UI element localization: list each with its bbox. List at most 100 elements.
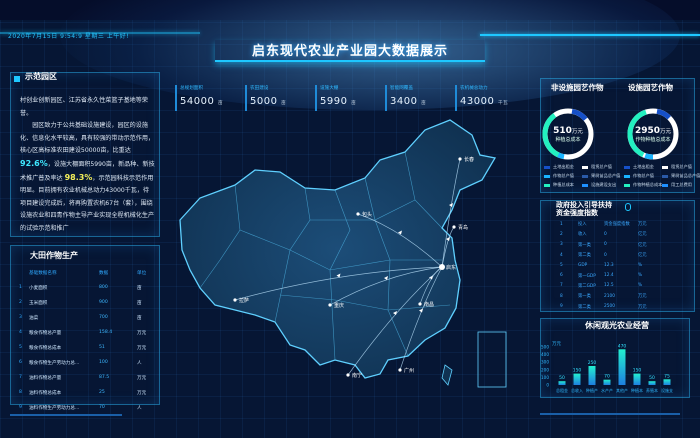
gov-row[interactable]: 9 第二类 2500 万元 — [560, 301, 670, 311]
row-value: 12.4 — [604, 273, 614, 279]
legend-item: 租赁总产值 — [582, 164, 612, 170]
row-unit: 万元 — [638, 294, 647, 300]
intro-title: 示范园区 — [25, 72, 57, 81]
city-dot[interactable] — [356, 212, 360, 216]
intro-text[interactable]: 村创业创新园区、江苏省永久性菜篮子基地等荣誉。 园区致力于公共基础设施建设，园区… — [20, 95, 155, 231]
stat-label: 农机械总动力 — [460, 86, 488, 91]
bar-value-label: 50 — [559, 375, 565, 381]
row-index: 2 — [560, 231, 563, 237]
route-line — [441, 226, 455, 268]
bar-value-label: 70 — [604, 374, 610, 380]
chart-title: 休闲观光农业经营 — [585, 321, 649, 330]
bar[interactable] — [663, 379, 671, 385]
city-dot[interactable] — [439, 264, 445, 270]
gov-row[interactable]: 6 第一GDP 12.4% — [560, 270, 670, 280]
row-unit: % — [638, 262, 643, 268]
stat-label: 农田建设 — [250, 86, 269, 91]
row-value: 12.3 — [604, 262, 614, 268]
gov-row[interactable]: 1 投入 资金强度指数 万元 — [560, 219, 670, 229]
x-tick-label: 养殖本 — [646, 387, 658, 393]
bar-value-label: 75 — [664, 373, 670, 379]
row-index: 4 — [19, 330, 22, 335]
stat-value: 54000 亩 — [180, 96, 224, 107]
city-label: 启东 — [446, 264, 456, 271]
bar[interactable] — [573, 373, 581, 385]
crop-panel — [10, 245, 160, 405]
route-line — [441, 158, 461, 268]
city-label: 长春 — [464, 156, 474, 163]
city-dot[interactable] — [233, 298, 237, 302]
row-unit: 亩 — [137, 285, 142, 291]
x-tick-label: 种植本 — [631, 387, 643, 393]
row-unit: 万元 — [638, 304, 647, 310]
row-value: 800 — [99, 285, 108, 290]
row-value: 2500 — [604, 304, 615, 310]
route-line — [329, 266, 443, 306]
row-unit: 万元 — [137, 375, 147, 381]
bar[interactable] — [558, 381, 566, 385]
bar[interactable] — [648, 381, 656, 385]
city-label: 南昌 — [424, 301, 434, 308]
row-value: 158.4 — [99, 330, 113, 335]
header-line-right — [480, 34, 700, 36]
route-line — [234, 266, 443, 301]
header-line-left — [0, 32, 200, 34]
row-index: 8 — [560, 293, 563, 299]
gov-row[interactable]: 4 第二类 0 亿元 — [560, 250, 670, 260]
taiwan-outline — [441, 364, 453, 386]
intro-paragraph-2: 园区致力于公共基础设施建设，园区的设施化、信息化水平较高，具有较强的带动示范作用… — [20, 122, 155, 231]
page-title: 启东现代农业产业园大数据展示 — [251, 44, 448, 59]
row-index: 6 — [19, 360, 22, 365]
city-dot[interactable] — [328, 303, 332, 307]
bar[interactable] — [603, 379, 611, 385]
gov-row[interactable]: 5 GDP 12.3% — [560, 260, 670, 270]
crop-row[interactable]: 7 油料作物总产量 87.5 万元 — [17, 370, 157, 385]
bar-value-label: 150 — [573, 368, 582, 374]
legend-item: 果树苗品总产值 — [582, 173, 620, 179]
stat-label: 总规划面积 — [180, 86, 203, 91]
city-dot[interactable] — [452, 225, 456, 229]
row-index: 8 — [19, 390, 22, 395]
col-header-unit: 单位 — [137, 270, 147, 276]
arrow-icon — [393, 311, 397, 315]
row-name: 玉米面积 — [29, 300, 48, 306]
row-value: 51 — [99, 345, 105, 350]
crop-row[interactable]: 4 粮食作物总产量 158.4 万元 — [17, 325, 157, 340]
row-unit: 万元 — [137, 345, 147, 351]
row-value: 12.5 — [604, 283, 614, 289]
legend-item: 土地出租金 — [544, 164, 574, 170]
gov-row[interactable]: 3 第一类 0 亿元 — [560, 240, 670, 250]
gov-row[interactable]: 7 第二GDP 12.5% — [560, 281, 670, 291]
crop-row[interactable]: 3 油菜 700 亩 — [17, 310, 157, 325]
leisure-bar-chart: 万元 0 100 200 300 400 500 50 总租金 150 总收入 250 种植产 70 水产产… — [541, 341, 673, 393]
crop-row[interactable]: 8 油料作物总成本 25 万元 — [17, 385, 157, 400]
crop-row[interactable]: 2 玉米面积 900 亩 — [17, 295, 157, 310]
highlight-ratio: 92.6% — [20, 158, 48, 168]
donut-center-facility: 2950万元 作物种植总成本 — [634, 126, 672, 143]
row-unit: % — [638, 273, 643, 279]
gov-title: 政府投入引导扶持 资金强度指数 — [556, 201, 612, 217]
city-dot[interactable] — [346, 373, 350, 377]
bar[interactable] — [633, 373, 641, 385]
bar[interactable] — [588, 366, 596, 385]
stat-2: 设施大棚 5990 亩 — [315, 85, 356, 111]
city-dot[interactable] — [398, 368, 402, 372]
city-dot[interactable] — [458, 157, 462, 161]
bar[interactable] — [618, 349, 626, 385]
datetime: 2020年7月15日 9:54:9 星期三 上午好! — [8, 33, 130, 40]
crop-row[interactable]: 6 粮食作物生产劳动力总... 100 人 — [17, 355, 157, 370]
legend-item: 作物种植总成本 — [624, 182, 662, 188]
row-value: 2100 — [604, 293, 615, 299]
intro-panel — [10, 72, 160, 237]
city-dot[interactable] — [418, 302, 422, 306]
gov-row[interactable]: 2 收入 0 亿元 — [560, 229, 670, 239]
crop-row[interactable]: 9 油料作物生产劳动力总... 70 人 — [17, 400, 157, 415]
donut-charts — [542, 108, 679, 160]
donut-title-nonfacility: 非设施园艺作物 — [551, 83, 604, 92]
gov-row[interactable]: 8 第一类 2100 万元 — [560, 291, 670, 301]
crop-row[interactable]: 1 小麦面积 800 亩 — [17, 280, 157, 295]
china-outline — [179, 119, 497, 379]
crop-row[interactable]: 5 粮食作物总成本 51 万元 — [17, 340, 157, 355]
row-name: 粮食作物总成本 — [29, 345, 62, 351]
